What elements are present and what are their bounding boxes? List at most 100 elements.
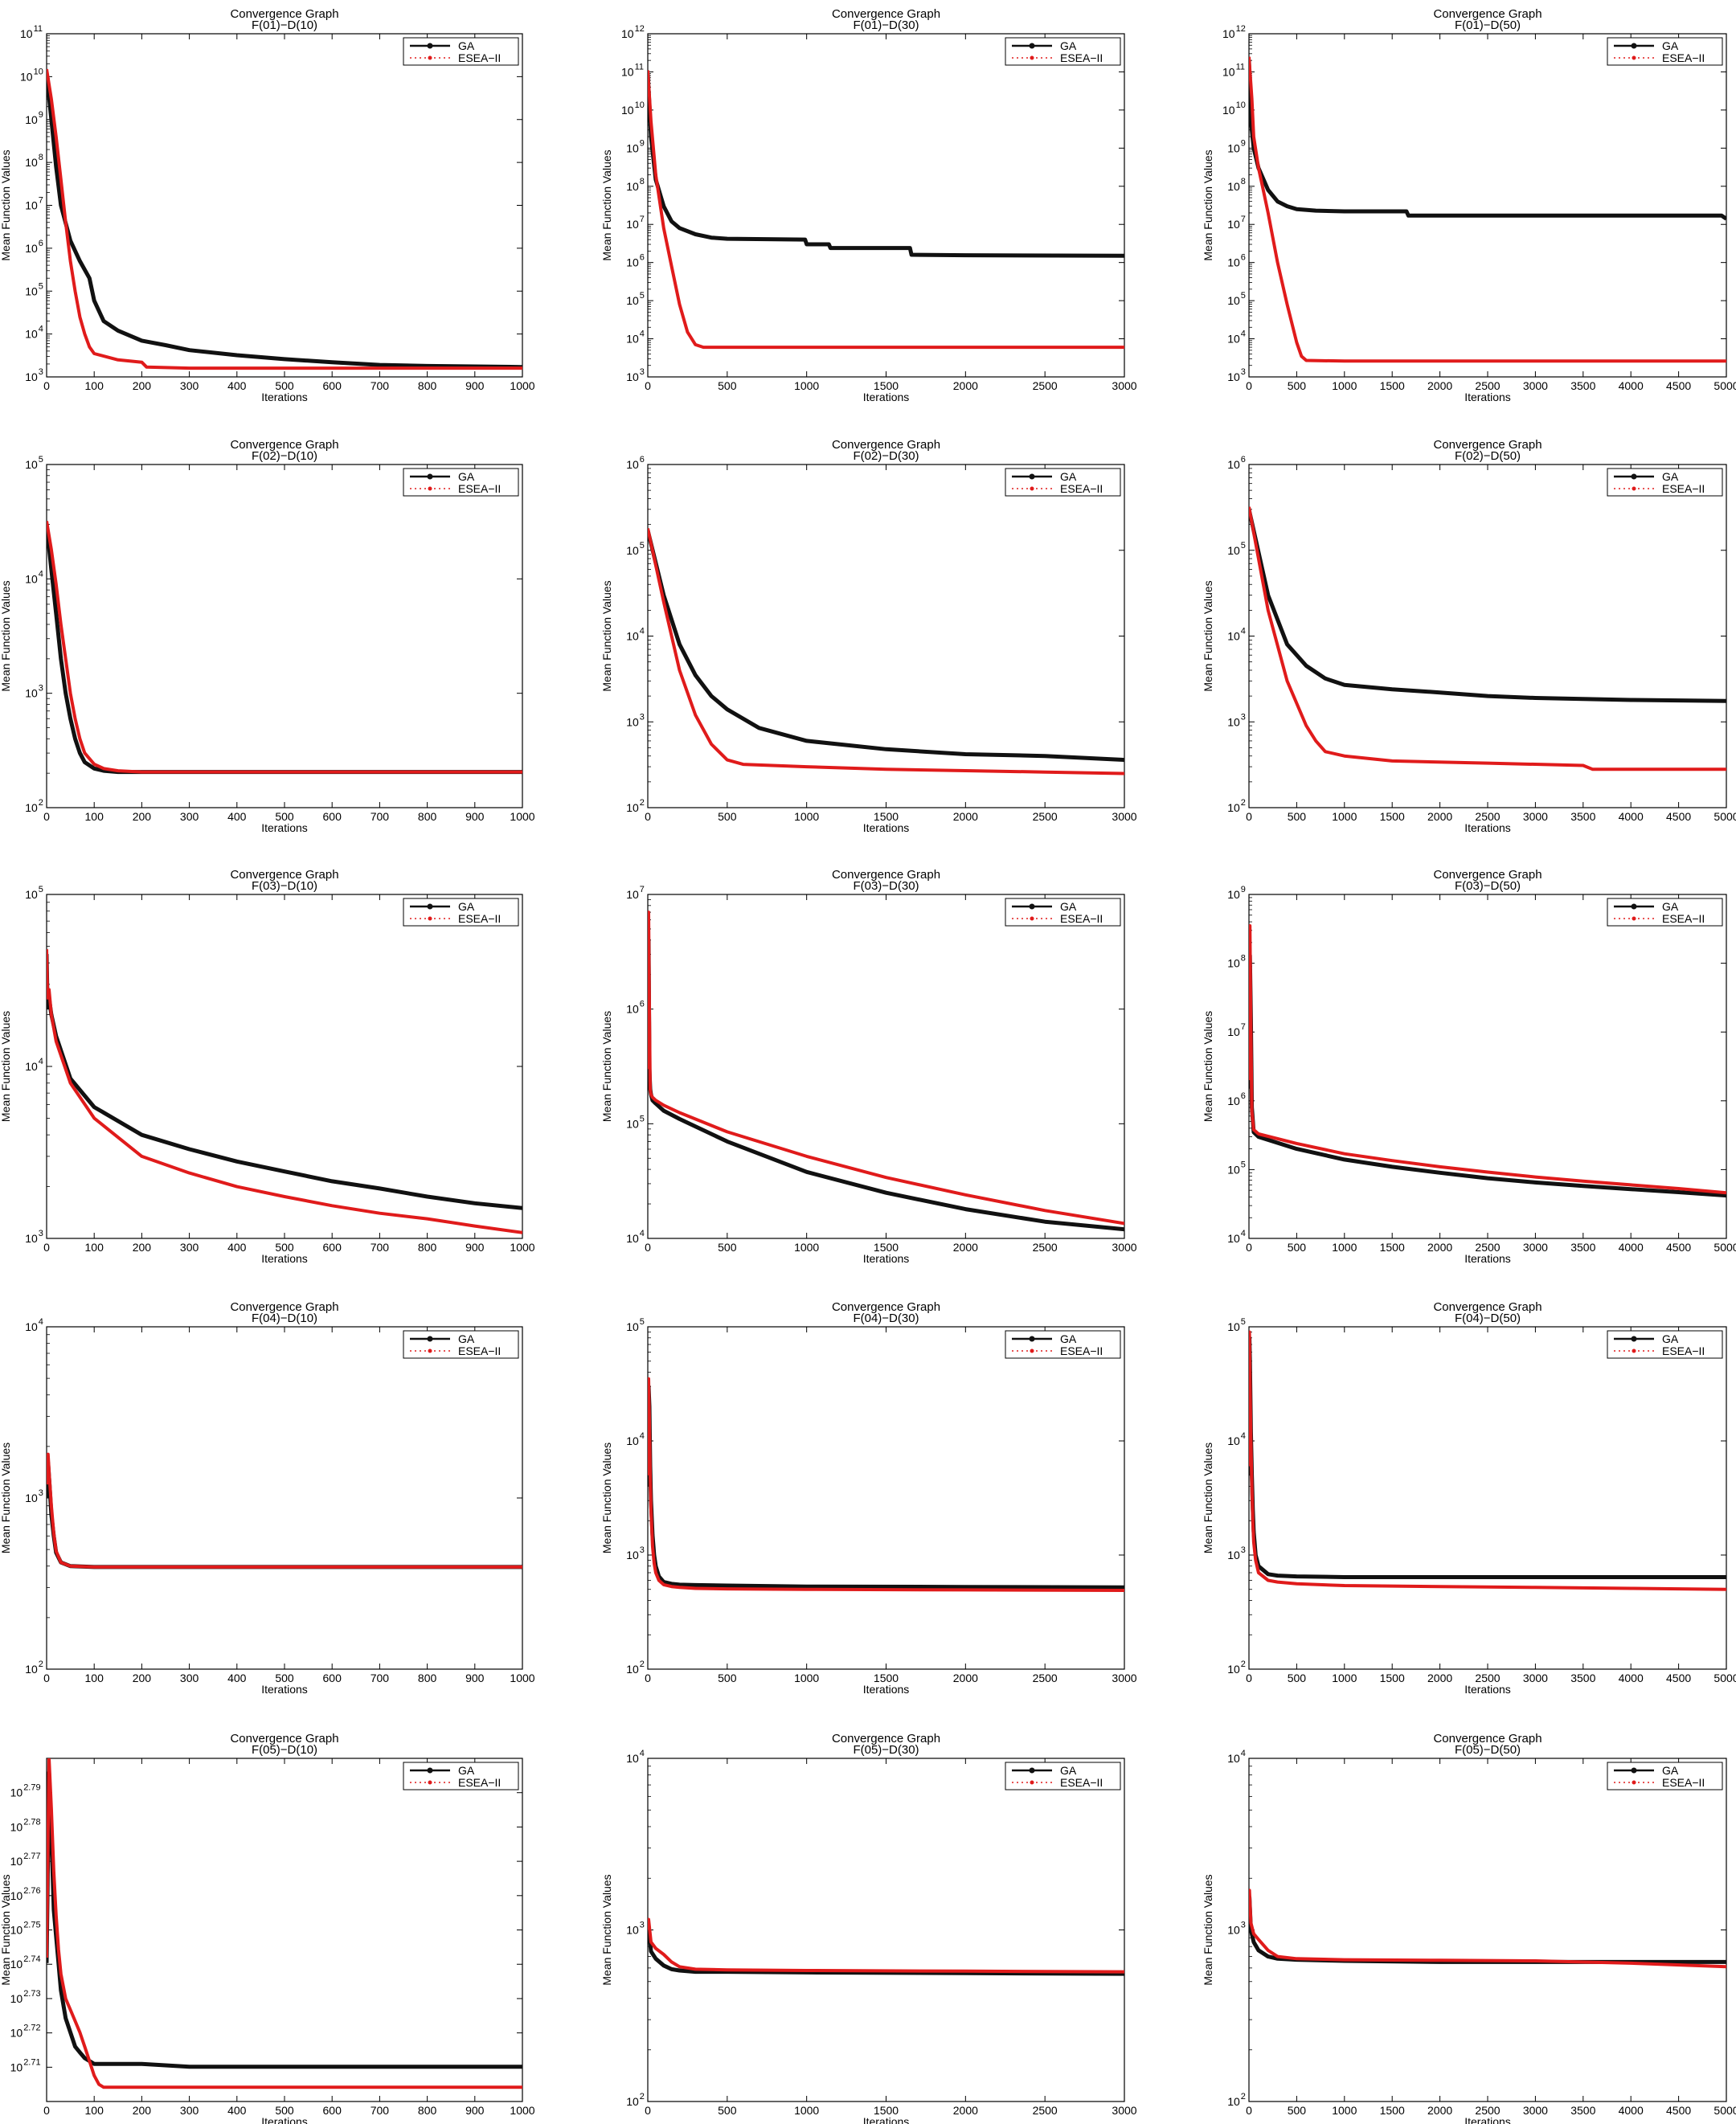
y-tick-label: 10 (626, 1232, 639, 1245)
legend-label-esea-ii: ESEA−II (458, 1344, 501, 1357)
y-tick-exponent: 6 (1241, 455, 1246, 464)
y-tick-label: 10 (10, 1992, 23, 2005)
series-line-esea-ii (648, 1377, 1124, 1592)
y-tick-exponent: 4 (640, 1749, 645, 1758)
x-tick-label: 2500 (1475, 1241, 1500, 1254)
x-tick-label: 1000 (794, 2104, 819, 2117)
y-tick-label: 10 (1227, 957, 1240, 970)
legend-label-ga: GA (458, 470, 475, 483)
legend-label-esea-ii: ESEA−II (458, 482, 501, 495)
y-tick-exponent: 2 (1241, 798, 1246, 808)
x-tick-label: 900 (465, 1241, 485, 1254)
legend-marker-ga (1029, 903, 1035, 910)
x-tick-label: 3500 (1570, 810, 1595, 823)
y-tick-exponent: 10 (34, 67, 43, 76)
legend-label-esea-ii: ESEA−II (458, 1776, 501, 1789)
legend-marker-ga (1631, 43, 1637, 49)
y-tick-exponent: 10 (1236, 100, 1246, 110)
x-tick-label: 400 (227, 379, 247, 392)
x-axis-label: Iterations (1464, 1683, 1511, 1696)
y-tick-label: 10 (1227, 888, 1240, 901)
x-tick-label: 500 (275, 1672, 294, 1684)
y-tick-exponent: 2 (39, 798, 43, 808)
x-tick-label: 500 (1288, 810, 1307, 823)
x-tick-label: 100 (85, 379, 104, 392)
x-axis-label: Iterations (1464, 2115, 1511, 2124)
y-tick-label: 10 (626, 458, 639, 471)
y-tick-label: 10 (10, 2027, 23, 2040)
chart-subtitle: F(02)−D(10) (252, 449, 317, 463)
y-tick-label: 10 (1227, 1924, 1240, 1937)
x-tick-label: 500 (275, 379, 294, 392)
y-tick-exponent: 2 (1241, 2092, 1246, 2101)
chart-subtitle: F(03)−D(30) (853, 879, 919, 893)
y-tick-exponent: 2.79 (23, 1783, 40, 1793)
chart-title: Convergence Graph (832, 1732, 940, 1745)
x-tick-label: 3000 (1112, 1672, 1136, 1684)
x-tick-label: 4000 (1619, 1672, 1644, 1684)
series-line-ga (648, 530, 1124, 763)
x-tick-label: 500 (718, 1672, 737, 1684)
y-tick-label: 10 (10, 1855, 23, 1868)
y-tick-exponent: 2 (640, 798, 645, 808)
y-tick-exponent: 3 (640, 712, 645, 722)
y-tick-exponent: 5 (640, 291, 645, 301)
y-tick-exponent: 7 (1241, 1022, 1246, 1032)
x-tick-label: 600 (323, 2104, 342, 2117)
x-axis-label: Iterations (261, 2115, 308, 2124)
legend-label-esea-ii: ESEA−II (458, 912, 501, 925)
series-line-ga (47, 72, 522, 370)
x-tick-label: 900 (465, 810, 485, 823)
chart-title: Convergence Graph (230, 438, 338, 452)
legend-box (1005, 898, 1121, 927)
x-tick-label: 3000 (1523, 1672, 1548, 1684)
x-tick-label: 0 (1246, 1672, 1252, 1684)
legend-label-ga: GA (1662, 900, 1679, 913)
y-tick-label: 10 (626, 2095, 639, 2108)
chart-subtitle: F(02)−D(30) (853, 449, 919, 463)
legend-marker-ga (427, 1336, 433, 1342)
x-tick-label: 3500 (1570, 2104, 1595, 2117)
y-axis-label: Mean Function Values (0, 1443, 12, 1553)
y-tick-exponent: 5 (39, 885, 43, 894)
x-tick-label: 4500 (1666, 810, 1691, 823)
y-tick-label: 10 (25, 113, 38, 126)
x-tick-label: 5000 (1713, 1241, 1736, 1254)
legend-label-ga: GA (1662, 39, 1679, 52)
x-tick-label: 0 (1246, 379, 1252, 392)
y-tick-label: 10 (1227, 1549, 1240, 1561)
x-tick-label: 500 (275, 1241, 294, 1254)
legend-marker-ga (1029, 1767, 1035, 1774)
x-axis-label: Iterations (1464, 391, 1511, 403)
x-tick-label: 0 (43, 2104, 50, 2117)
y-tick-exponent: 5 (1241, 1317, 1246, 1327)
y-axis-label: Mean Function Values (600, 1443, 613, 1553)
x-tick-label: 1500 (1380, 379, 1405, 392)
x-tick-label: 700 (371, 810, 390, 823)
y-tick-exponent: 7 (39, 196, 43, 206)
x-tick-label: 5000 (1713, 379, 1736, 392)
y-tick-exponent: 2.74 (23, 1954, 40, 1964)
y-tick-label: 10 (25, 801, 38, 814)
x-tick-label: 3500 (1570, 1241, 1595, 1254)
x-axis-label: Iterations (261, 1252, 308, 1265)
x-tick-label: 700 (371, 1241, 390, 1254)
y-axis-label: Mean Function Values (1202, 149, 1214, 260)
y-axis-label: Mean Function Values (1202, 580, 1214, 691)
y-tick-exponent: 12 (1236, 24, 1246, 34)
y-tick-exponent: 5 (39, 455, 43, 464)
plot-frame (1248, 1326, 1727, 1670)
legend-marker-ga (427, 43, 433, 49)
y-tick-exponent: 2 (640, 1660, 645, 1669)
y-tick-label: 10 (1227, 1320, 1240, 1333)
plot-frame (647, 894, 1125, 1239)
y-tick-label: 10 (626, 333, 639, 346)
legend-marker-esea-ii (1632, 916, 1636, 921)
series-line-esea-ii (1249, 56, 1726, 363)
y-tick-exponent: 5 (640, 541, 645, 550)
